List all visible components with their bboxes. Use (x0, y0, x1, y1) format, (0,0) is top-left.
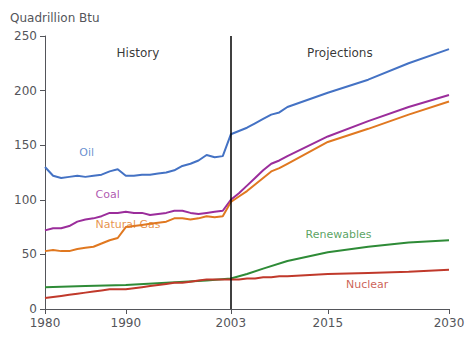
svg-text:Renewables: Renewables (306, 228, 372, 241)
svg-text:1980: 1980 (30, 316, 61, 330)
svg-text:0: 0 (29, 302, 37, 316)
svg-text:Oil: Oil (79, 146, 94, 159)
svg-text:1990: 1990 (111, 316, 142, 330)
svg-text:50: 50 (22, 247, 37, 261)
svg-text:200: 200 (14, 84, 37, 98)
svg-text:Natural Gas: Natural Gas (95, 218, 160, 231)
svg-text:2030: 2030 (434, 316, 465, 330)
svg-text:Coal: Coal (95, 188, 119, 201)
svg-text:250: 250 (14, 29, 37, 43)
svg-text:2015: 2015 (313, 316, 344, 330)
svg-text:Nuclear: Nuclear (346, 278, 389, 291)
svg-text:100: 100 (14, 193, 37, 207)
svg-text:History: History (117, 46, 160, 60)
svg-text:Quadrillion Btu: Quadrillion Btu (10, 11, 100, 25)
svg-text:Projections: Projections (307, 46, 373, 60)
svg-text:2003: 2003 (216, 316, 247, 330)
svg-text:150: 150 (14, 138, 37, 152)
